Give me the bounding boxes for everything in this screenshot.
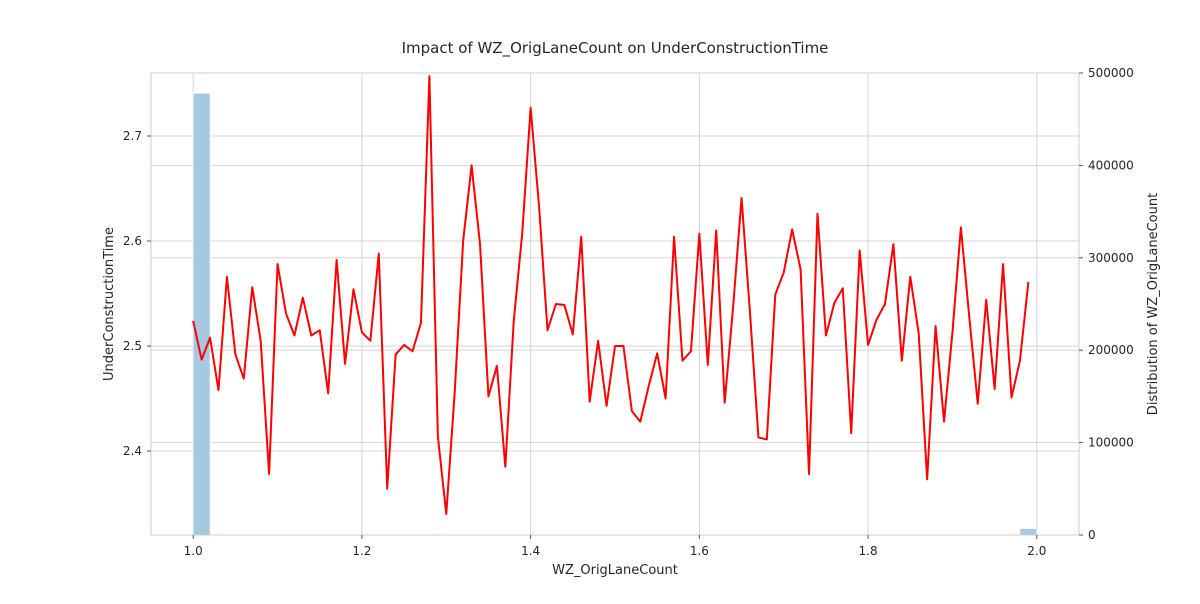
x-tick-label: 1.2 <box>352 544 371 558</box>
y-tick-label: 2.7 <box>123 129 142 143</box>
x-tick-label: 2.0 <box>1027 544 1046 558</box>
y2-tick-label: 0 <box>1088 528 1096 542</box>
x-tick-label: 1.8 <box>859 544 878 558</box>
histogram-bar <box>193 93 210 535</box>
y2-tick-label: 500000 <box>1088 66 1134 80</box>
x-axis-label: WZ_OrigLaneCount <box>552 563 678 578</box>
y-tick-label: 2.5 <box>123 339 142 353</box>
x-tick-label: 1.6 <box>690 544 709 558</box>
y-tick-label: 2.4 <box>123 444 142 458</box>
histogram-bar <box>1020 529 1037 535</box>
y2-tick-label: 100000 <box>1088 436 1134 450</box>
y2-tick-label: 200000 <box>1088 343 1134 357</box>
y2-axis-label: Distribution of WZ_OrigLaneCount <box>1146 193 1161 415</box>
y-tick-label: 2.6 <box>123 234 142 248</box>
x-tick-label: 1.4 <box>521 544 540 558</box>
x-tick-label: 1.0 <box>184 544 203 558</box>
y2-tick-label: 400000 <box>1088 158 1134 172</box>
y2-tick-label: 300000 <box>1088 251 1134 265</box>
chart-title: Impact of WZ_OrigLaneCount on UnderConst… <box>402 39 829 58</box>
y-axis-label: UnderConstructionTime <box>102 227 117 381</box>
